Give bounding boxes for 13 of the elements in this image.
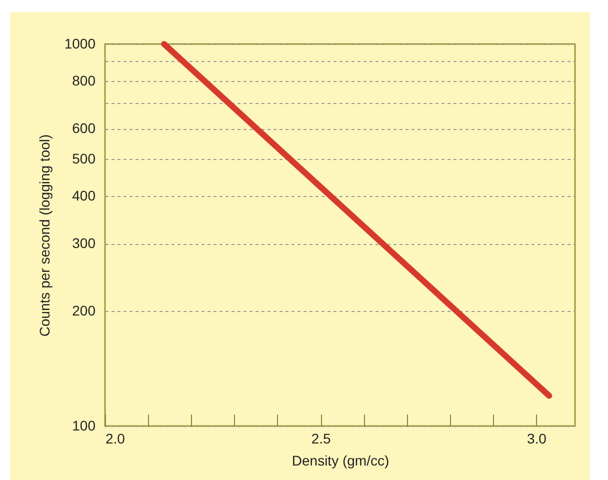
x-tick-label: 2.0 bbox=[106, 430, 126, 446]
x-tick-label: 3.0 bbox=[526, 430, 547, 446]
y-tick-label: 400 bbox=[72, 188, 96, 204]
y-tick-label: 200 bbox=[72, 302, 96, 319]
y-tick-label: 1000 bbox=[64, 36, 96, 52]
y-tick-label: 800 bbox=[72, 72, 96, 89]
x-tick-label: 2.5 bbox=[311, 430, 332, 446]
y-tick-label: 500 bbox=[72, 150, 96, 166]
y-tick-label: 600 bbox=[72, 120, 96, 136]
y-tick-label: 300 bbox=[72, 235, 96, 252]
y-axis-title: Counts per second (logging tool) bbox=[36, 134, 52, 337]
y-tick-label: 100 bbox=[72, 418, 96, 434]
x-axis-title: Density (gm/cc) bbox=[292, 452, 390, 468]
